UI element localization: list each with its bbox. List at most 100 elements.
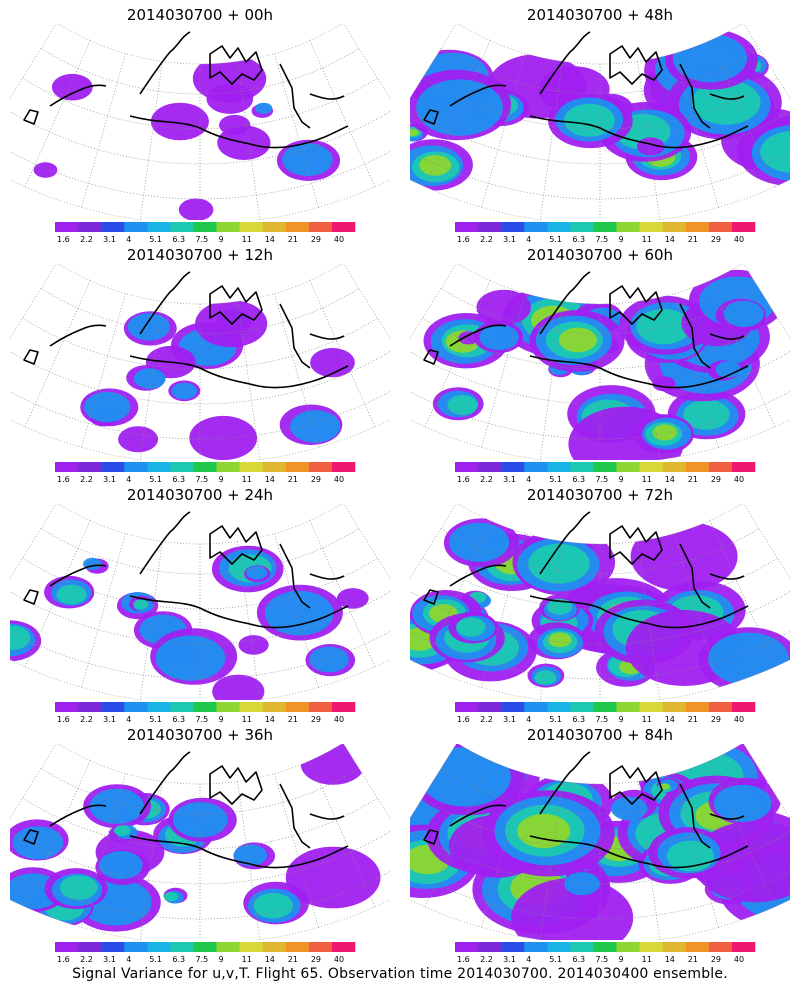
colorbar-swatch (55, 702, 79, 712)
colorbar-swatch (639, 222, 663, 232)
variance-map (10, 744, 390, 940)
colorbar-swatch (478, 702, 502, 712)
variance-contour (528, 543, 590, 584)
coastline (423, 271, 749, 389)
colorbar-label: 14 (665, 475, 675, 484)
variance-contour (336, 588, 369, 609)
colorbar-label: 1.6 (457, 715, 470, 724)
colorbar-label: 1.6 (57, 235, 70, 244)
colorbar-swatch (331, 462, 356, 472)
colorbar-swatch (193, 702, 217, 712)
variance-contour (84, 391, 131, 423)
colorbar-label: 9 (219, 715, 224, 724)
colorbar-swatch (216, 942, 240, 952)
variance-map (410, 24, 790, 220)
colorbar-label: 3.1 (503, 235, 516, 244)
colorbar-label: 7.5 (195, 715, 208, 724)
variance-contour (760, 131, 790, 173)
coastline (23, 511, 349, 629)
colorbar-label: 1.6 (57, 475, 70, 484)
colorbar-swatch (524, 702, 548, 712)
colorbar-label: 7.5 (195, 235, 208, 244)
variance-contour (564, 872, 600, 896)
colorbar-label: 9 (219, 235, 224, 244)
colorbar-label: 6.3 (172, 955, 185, 964)
colorbar-label: 21 (688, 475, 698, 484)
variance-contour (238, 635, 269, 655)
colorbar-swatch (216, 222, 240, 232)
colorbar-swatch (570, 702, 594, 712)
map-panel: 2014030700 + 84h 1.6 2.2 3.1 4 5.1 6.3 7.5 9 11 14… (400, 720, 800, 964)
colorbar-swatch (501, 942, 525, 952)
variance-contour (233, 844, 267, 866)
variance-contour (264, 590, 334, 636)
colorbar-label: 11 (242, 475, 252, 484)
colorbar-label: 9 (619, 235, 624, 244)
colorbar-swatch (78, 702, 102, 712)
variance-contour (171, 382, 198, 400)
colorbar-label: 40 (734, 955, 744, 964)
graticule (10, 744, 390, 940)
colorbar-label: 5.1 (149, 475, 162, 484)
panel-title: 2014030700 + 60h (526, 246, 674, 264)
colorbar-swatch (708, 462, 733, 472)
variance-contour (691, 80, 761, 125)
colorbar-label: 6.3 (572, 235, 585, 244)
colorbar-swatch (147, 462, 171, 472)
map-panel: 2014030700 + 12h 1.6 2.2 3.1 4 5.1 6.3 7.5 9 11 14… (0, 240, 400, 484)
colorbar-label: 5.1 (149, 235, 162, 244)
colorbar-label: 21 (288, 955, 298, 964)
colorbar-swatch (731, 702, 756, 712)
colorbar-label: 3.1 (103, 715, 116, 724)
variance-contour (12, 826, 64, 860)
colorbar-label: 9 (619, 475, 624, 484)
graticule (410, 504, 790, 700)
colorbar-swatch (308, 942, 333, 952)
colorbar-swatch (570, 462, 594, 472)
colorbar-label: 6.3 (572, 955, 585, 964)
colorbar-swatch (124, 702, 148, 712)
colorbar-swatch (639, 462, 663, 472)
colorbar-label: 2.2 (480, 475, 493, 484)
colorbar-swatch (101, 462, 125, 472)
colorbar-label: 11 (242, 235, 252, 244)
variance-contour (476, 289, 531, 326)
graticule (10, 24, 390, 220)
colorbar-swatch (331, 702, 356, 712)
colorbar-label: 6.3 (572, 475, 585, 484)
colorbar-swatch (455, 462, 479, 472)
colorbar-label: 29 (711, 955, 721, 964)
graticule (410, 264, 790, 460)
variance-contour (212, 674, 265, 700)
colorbar-swatch (101, 942, 125, 952)
colorbar-label: 2.2 (480, 955, 493, 964)
colorbar-swatch (308, 462, 333, 472)
variance-contour (89, 788, 144, 824)
variance-contour (178, 198, 214, 220)
colorbar-swatch (78, 462, 102, 472)
variance-contour (255, 102, 273, 114)
colorbar-swatch (662, 942, 687, 952)
colorbar-label: 9 (219, 955, 224, 964)
variance-contour (652, 376, 676, 392)
colorbar-label: 4 (126, 955, 131, 964)
colorbar-swatch (170, 702, 194, 712)
colorbar-swatch (216, 702, 240, 712)
colorbar: 1.6 2.2 3.1 4 5.1 6.3 7.5 9 11 14 21 29 40 (55, 702, 356, 724)
variance-contour (300, 744, 366, 785)
colorbar-swatch (547, 222, 571, 232)
panel-title: 2014030700 + 12h (126, 246, 274, 264)
colorbar-swatch (708, 942, 733, 952)
colorbar-swatch (685, 702, 710, 712)
colorbar-label: 7.5 (595, 955, 608, 964)
colorbar-swatch (524, 462, 548, 472)
variance-contour (133, 599, 149, 610)
variance-contour (290, 410, 341, 443)
colorbar-label: 4 (526, 955, 531, 964)
colorbar-swatch (193, 462, 217, 472)
colorbar-label: 1.6 (57, 955, 70, 964)
variance-contour (99, 851, 143, 880)
variance-field (10, 545, 369, 700)
colorbar-label: 9 (619, 955, 624, 964)
coastline (423, 31, 749, 149)
